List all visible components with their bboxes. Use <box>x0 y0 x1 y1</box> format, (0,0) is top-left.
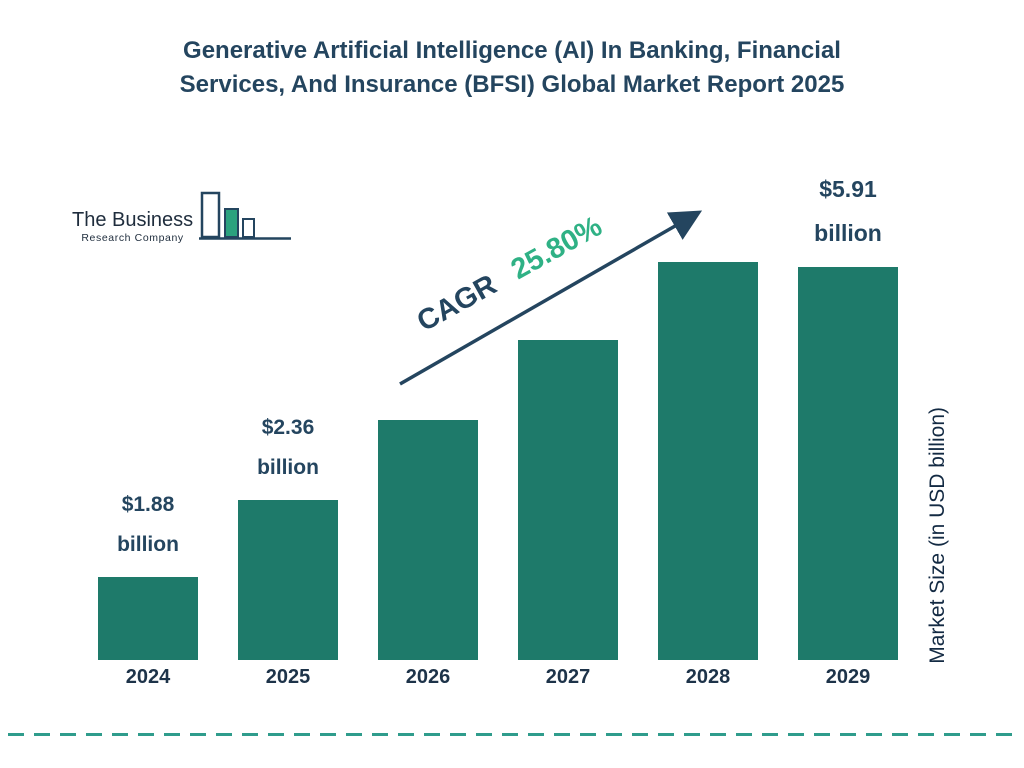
bar-column-2027 <box>498 168 638 660</box>
bar-2024 <box>98 577 198 660</box>
logo: The Business Research Company <box>72 190 294 252</box>
x-axis-labels: 2024 2025 2026 2027 2028 2029 <box>78 666 918 689</box>
page-title: Generative Artificial Intelligence (AI) … <box>0 34 1024 102</box>
bar-2025 <box>238 500 338 660</box>
bar-2028 <box>658 262 758 660</box>
year-label-2025: 2025 <box>265 666 311 688</box>
value-label-2025: $2.36 billion <box>257 416 319 480</box>
logo-subname: Research Company <box>81 232 184 244</box>
bar-chart: $1.88 billion $2.36 billion $5.91 billion <box>78 168 918 660</box>
year-label-2029: 2029 <box>825 666 871 688</box>
year-label-2026: 2026 <box>405 666 451 688</box>
bar-2029 <box>798 267 898 660</box>
bar-column-2028 <box>638 168 778 660</box>
value-label-2029: $5.91 billion <box>814 176 882 246</box>
bottom-dashed-divider <box>8 733 1016 736</box>
year-label-2027: 2027 <box>545 666 591 688</box>
page-title-line1: Generative Artificial Intelligence (AI) … <box>183 37 841 64</box>
bar-2027 <box>518 340 618 660</box>
value-label-2024: $1.88 billion <box>117 493 179 557</box>
bar-column-2024: $1.88 billion <box>78 168 218 660</box>
logo-name: The Business <box>72 209 194 231</box>
logo-text: The Business Research Company <box>72 209 193 252</box>
year-label-2024: 2024 <box>125 666 171 688</box>
page-title-line2: Services, And Insurance (BFSI) Global Ma… <box>179 71 845 99</box>
year-label-2028: 2028 <box>685 666 731 688</box>
bar-column-2026 <box>358 168 498 660</box>
logo-bar-chart-icon <box>199 191 292 240</box>
bar-2026 <box>378 420 478 660</box>
bar-column-2029: $5.91 billion <box>778 168 918 660</box>
y-axis-title: Market Size (in USD billion) <box>926 407 949 664</box>
bar-column-2025: $2.36 billion <box>218 168 358 660</box>
